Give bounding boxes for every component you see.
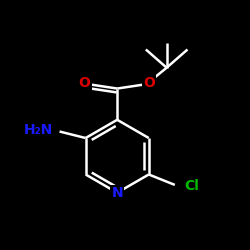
Text: O: O [79, 76, 90, 90]
Text: Cl: Cl [185, 179, 200, 193]
Text: O: O [143, 76, 155, 90]
Text: H₂N: H₂N [24, 123, 53, 137]
Text: N: N [112, 186, 123, 200]
